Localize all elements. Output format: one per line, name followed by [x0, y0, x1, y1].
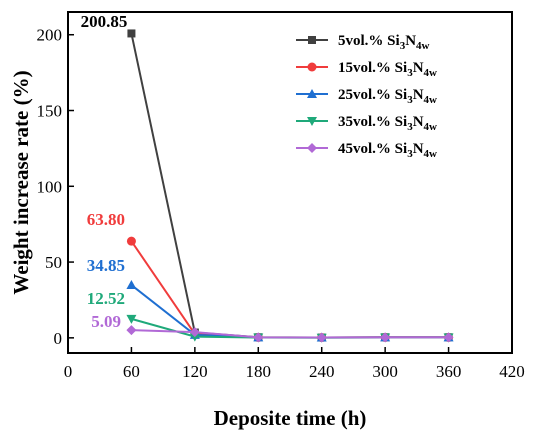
legend-label: 35vol.% Si3N4w [338, 114, 437, 133]
x-tick-label: 180 [246, 362, 272, 381]
legend-text-part: N [413, 60, 424, 76]
data-label-3: 34.85 [87, 256, 125, 275]
legend-subscript: 4w [424, 121, 438, 133]
legend-label: 25vol.% Si3N4w [338, 87, 437, 106]
data-label-2: 63.80 [87, 210, 125, 229]
data-label-1: 200.85 [81, 12, 128, 31]
legend-subscript: 4w [424, 67, 438, 79]
marker-diamond [443, 332, 454, 343]
x-tick-label: 120 [182, 362, 208, 381]
marker-diamond [380, 332, 391, 343]
x-tick-label: 420 [499, 362, 525, 381]
legend-subscript: 3 [407, 148, 413, 160]
marker-square [308, 36, 316, 44]
legend-text-part: N [413, 87, 424, 103]
legend-text-part: 5vol.% Si [338, 33, 400, 49]
y-tick-label: 0 [54, 329, 63, 348]
marker-triangle-up [126, 280, 137, 290]
y-tick-label: 50 [45, 253, 62, 272]
legend-label: 15vol.% Si3N4w [338, 60, 437, 79]
legend-subscript: 4w [424, 148, 438, 160]
x-tick-label: 60 [123, 362, 140, 381]
marker-diamond [189, 327, 200, 338]
legend-text-part: 35vol.% Si [338, 114, 407, 130]
y-tick-label: 150 [37, 102, 63, 121]
series-line [131, 329, 449, 339]
legend-text-part: N [413, 141, 424, 157]
series-line [130, 33, 449, 339]
y-axis-ticks: 0 50 100 150 200 [37, 26, 74, 348]
marker-diamond [253, 332, 264, 343]
legend-subscript: 3 [407, 94, 413, 106]
x-axis-title: Deposite time (h) [214, 406, 367, 430]
legend-entry-2: 15vol.% Si3N4w [296, 60, 437, 79]
marker-triangle-down [189, 332, 200, 342]
legend-label: 5vol.% Si3N4w [338, 33, 430, 52]
series-5 [126, 325, 454, 343]
marker-circle [307, 62, 317, 72]
legend-subscript: 4w [416, 40, 430, 52]
plot-frame [67, 11, 513, 354]
legend-subscript: 3 [407, 67, 413, 79]
y-axis-title: Weight increase rate (%) [9, 70, 33, 294]
x-tick-label: 0 [64, 362, 73, 381]
data-label-4: 12.52 [87, 289, 125, 308]
marker-diamond [316, 332, 327, 343]
series-2 [126, 236, 454, 343]
legend-entry-4: 35vol.% Si3N4w [296, 114, 437, 133]
marker-diamond [307, 143, 317, 153]
legend-text-part: N [413, 114, 424, 130]
data-labels: 200.85 63.80 34.85 12.52 5.09 [81, 12, 128, 331]
legend-subscript: 3 [407, 121, 413, 133]
data-label-5: 5.09 [91, 312, 121, 331]
y-tick-label: 200 [37, 26, 63, 45]
legend-text-part: 15vol.% Si [338, 60, 407, 76]
marker-triangle-up [307, 89, 317, 98]
x-tick-label: 240 [309, 362, 335, 381]
legend-entry-1: 5vol.% Si3N4w [296, 33, 430, 52]
x-tick-label: 300 [372, 362, 398, 381]
legend-text-part: N [405, 33, 416, 49]
legend-entry-5: 45vol.% Si3N4w [296, 141, 437, 160]
legend-entry-3: 25vol.% Si3N4w [296, 87, 437, 106]
marker-circle [126, 236, 136, 246]
series-layer [126, 29, 454, 343]
plot-border [67, 11, 513, 354]
marker-triangle-down [126, 314, 137, 324]
series-1 [127, 29, 453, 342]
x-axis-ticks: 0 60 120 180 240 300 360 420 [64, 347, 525, 381]
legend-text-part: 25vol.% Si [338, 87, 407, 103]
legend-label: 45vol.% Si3N4w [338, 141, 437, 160]
x-tick-label: 360 [436, 362, 462, 381]
legend-subscript: 4w [424, 94, 438, 106]
marker-diamond [126, 325, 137, 336]
y-tick-label: 100 [37, 177, 63, 196]
marker-triangle-down [307, 117, 317, 126]
marker-square [127, 29, 136, 38]
legend-subscript: 3 [400, 40, 406, 52]
legend-text-part: 45vol.% Si [338, 141, 407, 157]
